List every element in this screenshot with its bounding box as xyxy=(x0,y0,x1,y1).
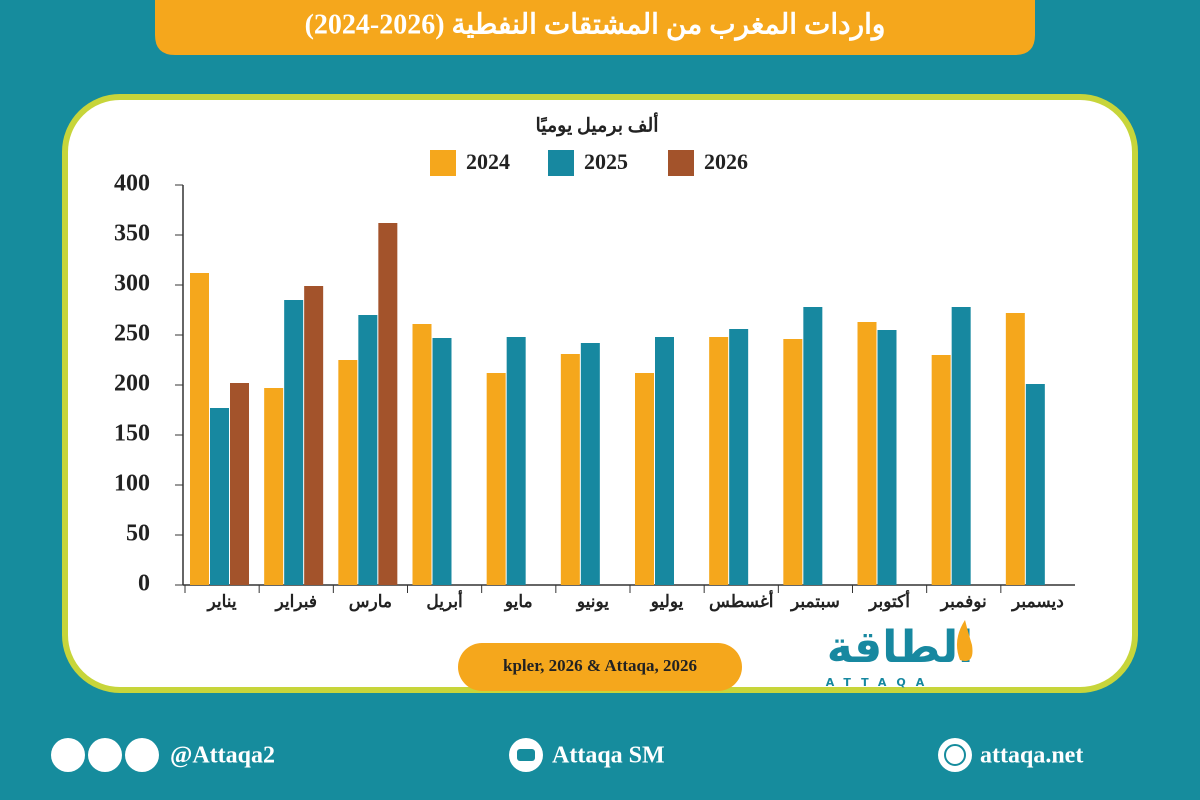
facebook-icon[interactable] xyxy=(125,738,159,772)
logo-drop xyxy=(956,620,973,661)
bar xyxy=(378,223,398,585)
bar xyxy=(1005,313,1025,585)
x-tick-label: فبراير xyxy=(274,592,317,612)
bar xyxy=(560,354,580,585)
legend-label: 2025 xyxy=(584,149,628,174)
youtube-glyph xyxy=(517,749,535,761)
bar xyxy=(190,273,209,585)
chart-title: واردات المغرب من المشتقات النفطية (2026-… xyxy=(305,9,886,41)
bar xyxy=(580,343,600,585)
y-tick-label: 150 xyxy=(114,421,150,447)
youtube-handle[interactable]: Attaqa SM xyxy=(552,743,665,769)
y-tick-label: 400 xyxy=(114,171,150,197)
x-icon[interactable] xyxy=(51,738,85,772)
x-tick-label: أغسطس xyxy=(709,589,774,612)
legend: 2024 2025 2026 xyxy=(430,149,748,176)
plot: 0 50 100 150 200 250 300 350 400 يناير فبراير مارس أ… xyxy=(114,171,1075,612)
bar xyxy=(803,307,823,585)
bar xyxy=(877,330,897,585)
bar xyxy=(506,337,526,585)
legend-swatch xyxy=(668,150,694,176)
title-banner xyxy=(155,0,1035,55)
bar xyxy=(304,286,324,585)
x-tick-label: مايو xyxy=(503,592,533,612)
bar xyxy=(432,338,452,585)
x-tick-label: مارس xyxy=(349,592,392,612)
y-tick-label: 0 xyxy=(138,571,150,597)
x-tick-label: ديسمبر xyxy=(1010,592,1064,612)
bar xyxy=(857,322,877,585)
logo-latin: ATTAQA xyxy=(826,676,934,689)
bar xyxy=(486,373,506,585)
x-tick-label: نوفمبر xyxy=(939,592,987,612)
source: kpler, 2026 & Attaqa, 2026 xyxy=(503,656,697,675)
x-tick-label: أبريل xyxy=(426,589,463,612)
bar xyxy=(931,355,951,585)
y-tick-label: 300 xyxy=(114,271,150,297)
bar xyxy=(412,324,432,585)
y-tick-label: 350 xyxy=(114,221,150,247)
y-tick-label: 50 xyxy=(126,521,150,547)
y-tick-label: 250 xyxy=(114,321,150,347)
logo-arabic: الطاقة xyxy=(827,622,973,673)
y-tick-label: 100 xyxy=(114,471,150,497)
globe-icon[interactable] xyxy=(938,738,972,772)
website[interactable]: attaqa.net xyxy=(980,743,1083,769)
bar xyxy=(358,315,378,585)
globe-glyph xyxy=(944,744,966,766)
y-tick-label: 200 xyxy=(114,371,150,397)
x-tick-label: سبتمبر xyxy=(789,592,840,612)
legend-swatch xyxy=(548,150,574,176)
x-tick-label: يناير xyxy=(206,592,237,612)
bar xyxy=(729,329,749,585)
legend-label: 2026 xyxy=(704,149,748,174)
bar xyxy=(264,388,284,585)
bar xyxy=(338,360,358,585)
legend-swatch xyxy=(430,150,456,176)
legend-label: 2024 xyxy=(466,149,510,174)
bar xyxy=(284,300,304,585)
bar xyxy=(230,383,249,585)
x-tick-label: يوليو xyxy=(649,592,684,612)
bar xyxy=(709,337,729,585)
bar xyxy=(951,307,971,585)
source-pill xyxy=(458,643,742,691)
instagram-icon[interactable] xyxy=(88,738,122,772)
x-tick-label: أكتوبر xyxy=(867,589,910,612)
bar xyxy=(1025,384,1045,585)
bar xyxy=(783,339,803,585)
bar xyxy=(210,408,229,585)
unit-label: ألف برميل يوميًا xyxy=(535,111,658,136)
bar xyxy=(635,373,654,585)
x-tick-label: يونيو xyxy=(575,592,609,612)
bar xyxy=(655,337,674,585)
social-icons xyxy=(51,738,972,772)
social-handle[interactable]: @Attaqa2 xyxy=(170,743,275,769)
